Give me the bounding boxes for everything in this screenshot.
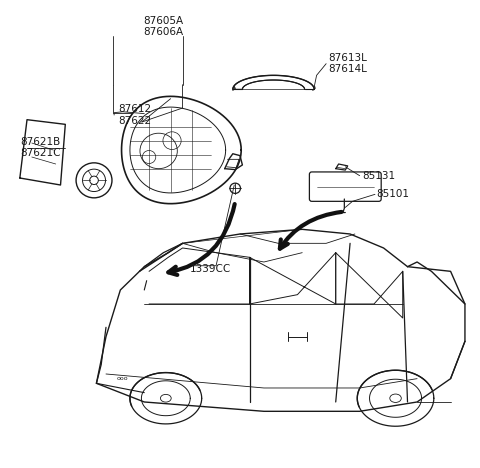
Text: 87612
87622: 87612 87622 [118,104,151,126]
Text: 87621B
87621C: 87621B 87621C [20,137,60,159]
Text: 1339CC: 1339CC [190,264,231,274]
Text: 85101: 85101 [376,190,409,199]
Text: 85131: 85131 [362,171,395,181]
Text: ooo: ooo [117,376,129,381]
Text: 87605A
87606A: 87605A 87606A [144,15,183,37]
Text: 87613L
87614L: 87613L 87614L [328,53,367,74]
